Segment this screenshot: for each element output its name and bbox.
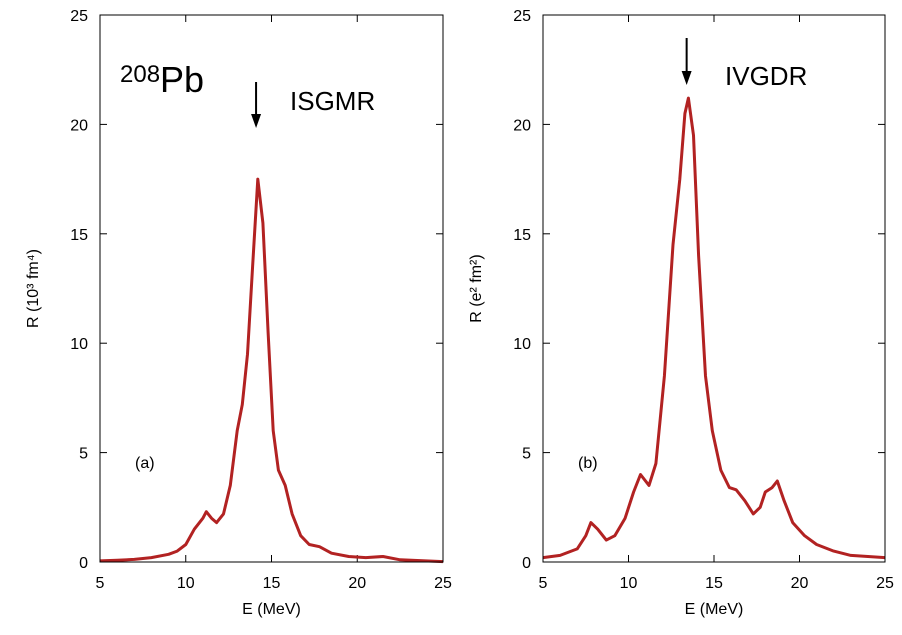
x-tick-label: 25 — [876, 575, 894, 592]
y-axis-label: R (e² fm²) — [468, 254, 485, 322]
x-axis-label: E (MeV) — [685, 601, 744, 618]
x-tick-label: 15 — [263, 575, 281, 592]
panel-label: (a) — [135, 455, 155, 472]
x-tick-label: 5 — [539, 575, 548, 592]
y-tick-label: 0 — [79, 555, 88, 572]
y-tick-label: 5 — [79, 446, 88, 463]
plot-frame — [542, 14, 886, 563]
x-tick-label: 25 — [434, 575, 452, 592]
y-tick-label: 25 — [513, 8, 531, 25]
x-tick-label: 5 — [96, 575, 105, 592]
resonance-label: IVGDR — [725, 61, 807, 91]
y-tick-label: 15 — [70, 227, 88, 244]
y-tick-label: 20 — [513, 117, 531, 134]
y-tick-label: 25 — [70, 8, 88, 25]
y-tick-label: 10 — [513, 336, 531, 353]
nucleus-label: 208Pb — [120, 59, 204, 100]
y-axis-label: R (10³ fm⁴) — [25, 249, 42, 328]
curve — [99, 177, 444, 564]
y-tick-label: 20 — [70, 117, 88, 134]
x-tick-label: 15 — [705, 575, 723, 592]
plot-frame — [99, 14, 444, 563]
y-tick-label: 5 — [522, 446, 531, 463]
x-axis-label: E (MeV) — [242, 601, 301, 618]
x-tick-label: 20 — [791, 575, 809, 592]
panel-label: (b) — [578, 455, 598, 472]
nucleus-symbol: Pb — [160, 59, 204, 100]
x-tick-label: 10 — [620, 575, 638, 592]
y-tick-label: 0 — [522, 555, 531, 572]
y-tick-label: 10 — [70, 336, 88, 353]
arrow-head — [251, 114, 262, 128]
curve — [542, 96, 886, 560]
resonance-label: ISGMR — [290, 86, 375, 116]
y-tick-label: 15 — [513, 227, 531, 244]
arrow-head — [681, 71, 692, 85]
x-tick-label: 20 — [348, 575, 366, 592]
x-tick-label: 10 — [177, 575, 195, 592]
nucleus-mass: 208 — [120, 61, 160, 88]
